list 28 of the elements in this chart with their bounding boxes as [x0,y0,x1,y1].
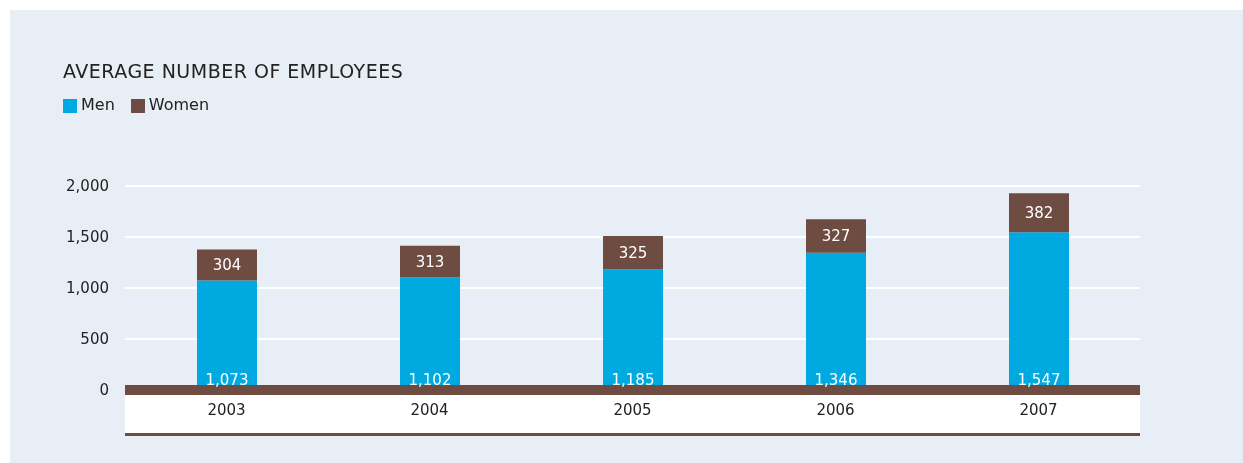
bar [1009,193,1069,233]
legend-label: Women [148,95,210,114]
y-tick-label: 2,000 [66,177,109,196]
data-label: 1,102 [408,371,452,389]
y-tick-label: 1,500 [66,228,109,247]
data-label: 327 [821,227,851,246]
x-tick-label: 2003 [207,400,246,419]
x-tick-label: 2005 [613,400,652,419]
x-tick-label: 2004 [410,400,449,419]
y-tick-label: 500 [80,330,109,349]
data-label: 1,073 [205,371,249,389]
data-label: 313 [415,252,445,271]
chart-title: AVERAGE NUMBER OF EMPLOYEES [63,60,404,82]
legend-label: Men [81,95,115,114]
data-label: 1,547 [1017,371,1061,389]
data-label: 304 [212,256,242,275]
data-label: 382 [1024,204,1054,223]
data-label: 325 [618,243,648,262]
x-tick-label: 2007 [1019,400,1058,419]
data-label: 1,346 [814,371,858,389]
y-tick-label: 0 [99,381,109,400]
y-tick-label: 1,000 [66,279,109,298]
data-label: 1,185 [611,371,655,389]
bar [806,219,866,253]
bar [197,249,257,281]
bar [400,245,460,278]
bar [603,235,663,270]
x-tick-label: 2006 [816,400,855,419]
